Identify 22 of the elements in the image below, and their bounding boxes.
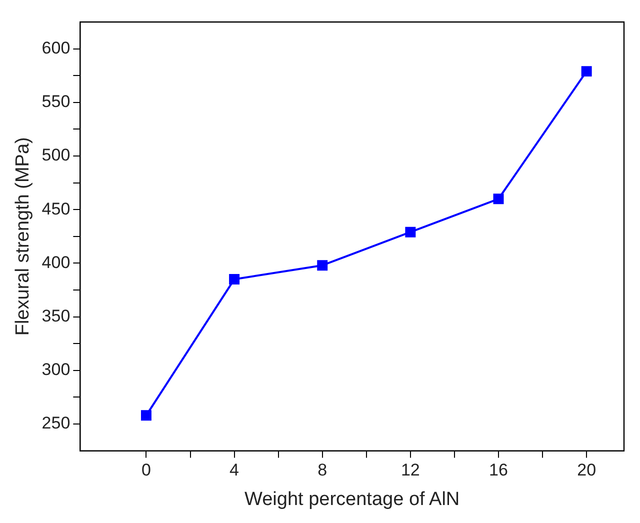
point [229,274,240,285]
x-tick-label: 8 [318,460,328,480]
y-tick-label: 250 [42,414,70,433]
x-tick-label: 0 [141,460,151,480]
x-axis-title: Weight percentage of AlN [244,488,460,510]
x-tick-label: 20 [577,460,596,480]
point [405,226,416,238]
y-tick-label: 550 [42,92,70,112]
y-tick-label: 400 [42,252,70,272]
point [493,194,504,204]
y-tick-label: 350 [42,306,70,326]
y-tick-label: 450 [42,199,70,218]
x-tick-label: 4 [230,460,240,480]
y-axis-title: Flexural strength (MPa) [12,137,34,336]
point [317,260,328,271]
x-tick-label: 16 [489,460,508,480]
x-tick-label: 12 [400,460,420,480]
point [140,410,152,421]
point [581,66,592,77]
y-tick-label: 300 [42,360,70,380]
y-tick-label: 500 [42,146,70,165]
y-tick-label: 600 [42,38,70,58]
